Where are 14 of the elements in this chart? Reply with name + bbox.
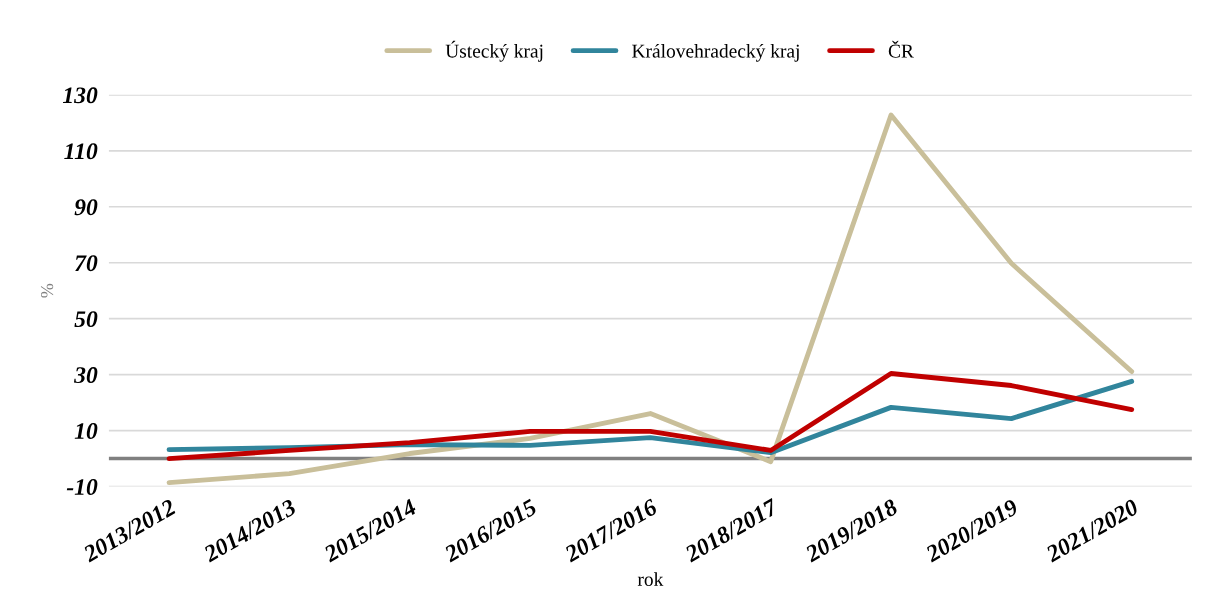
y-tick-label: 50 (74, 311, 98, 328)
legend-label: Ústecký kraj (445, 40, 543, 62)
legend-label: Královehradecký kraj (632, 43, 799, 62)
y-tick-label: -10 (66, 479, 98, 495)
y-tick-label: 30 (73, 367, 98, 384)
y-tick-label: 130 (62, 87, 98, 104)
y-tick-label: 90 (74, 199, 98, 216)
y-tick-label: 110 (64, 143, 98, 160)
x-axis-title: rok (637, 572, 664, 586)
y-tick-label: 70 (75, 255, 98, 272)
legend-label: ČR (888, 40, 914, 58)
y-tick-label: 10 (74, 423, 98, 440)
y-axis-title: % (40, 283, 54, 298)
line-series (166, 112, 1135, 486)
